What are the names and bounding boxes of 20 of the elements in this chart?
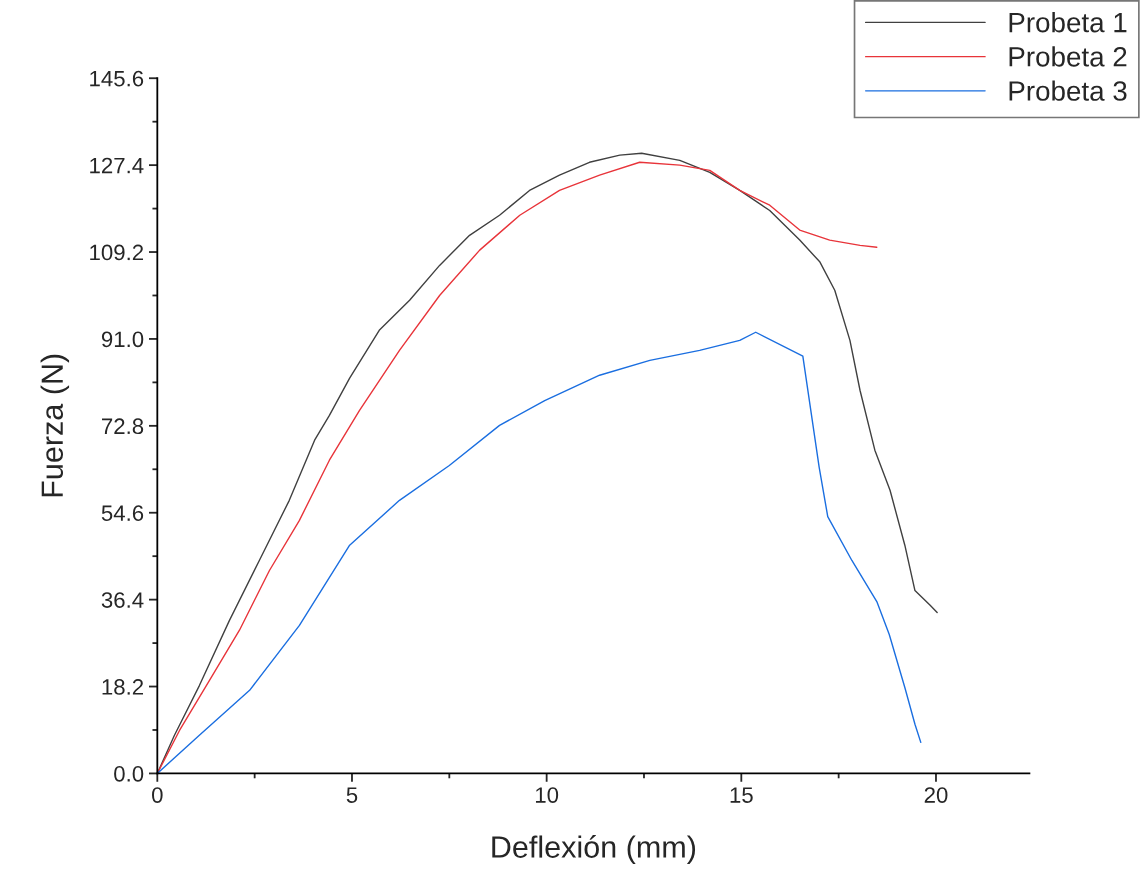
legend-label: Probeta 1: [1009, 12, 1127, 33]
x-tick-label: 10: [535, 787, 559, 803]
y-tick-label: 0.0: [114, 765, 144, 782]
y-tick-label: 18.2: [102, 679, 144, 695]
x-tick-label: 20: [924, 787, 948, 803]
legend-label: Probeta 2: [1009, 46, 1127, 67]
x-tick-label: 5: [346, 787, 358, 803]
y-tick-label: 54.6: [101, 505, 144, 521]
y-tick-label: 145.6: [90, 70, 144, 87]
y-tick-label: 127.4: [90, 157, 144, 174]
line-series: [157, 331, 922, 774]
x-axis-title: Deflexión (mm): [492, 835, 696, 864]
y-axis-title: Fuerza (N): [40, 354, 70, 497]
y-tick-label: 91.0: [101, 331, 144, 348]
x-tick-label: 0: [152, 787, 163, 803]
y-tick-label: 36.4: [101, 592, 144, 608]
y-tick-label: 109.2: [90, 244, 144, 261]
legend-label: Probeta 3: [1009, 80, 1127, 101]
y-tick-label: 72.8: [102, 418, 144, 435]
x-tick-label: 15: [730, 787, 753, 803]
